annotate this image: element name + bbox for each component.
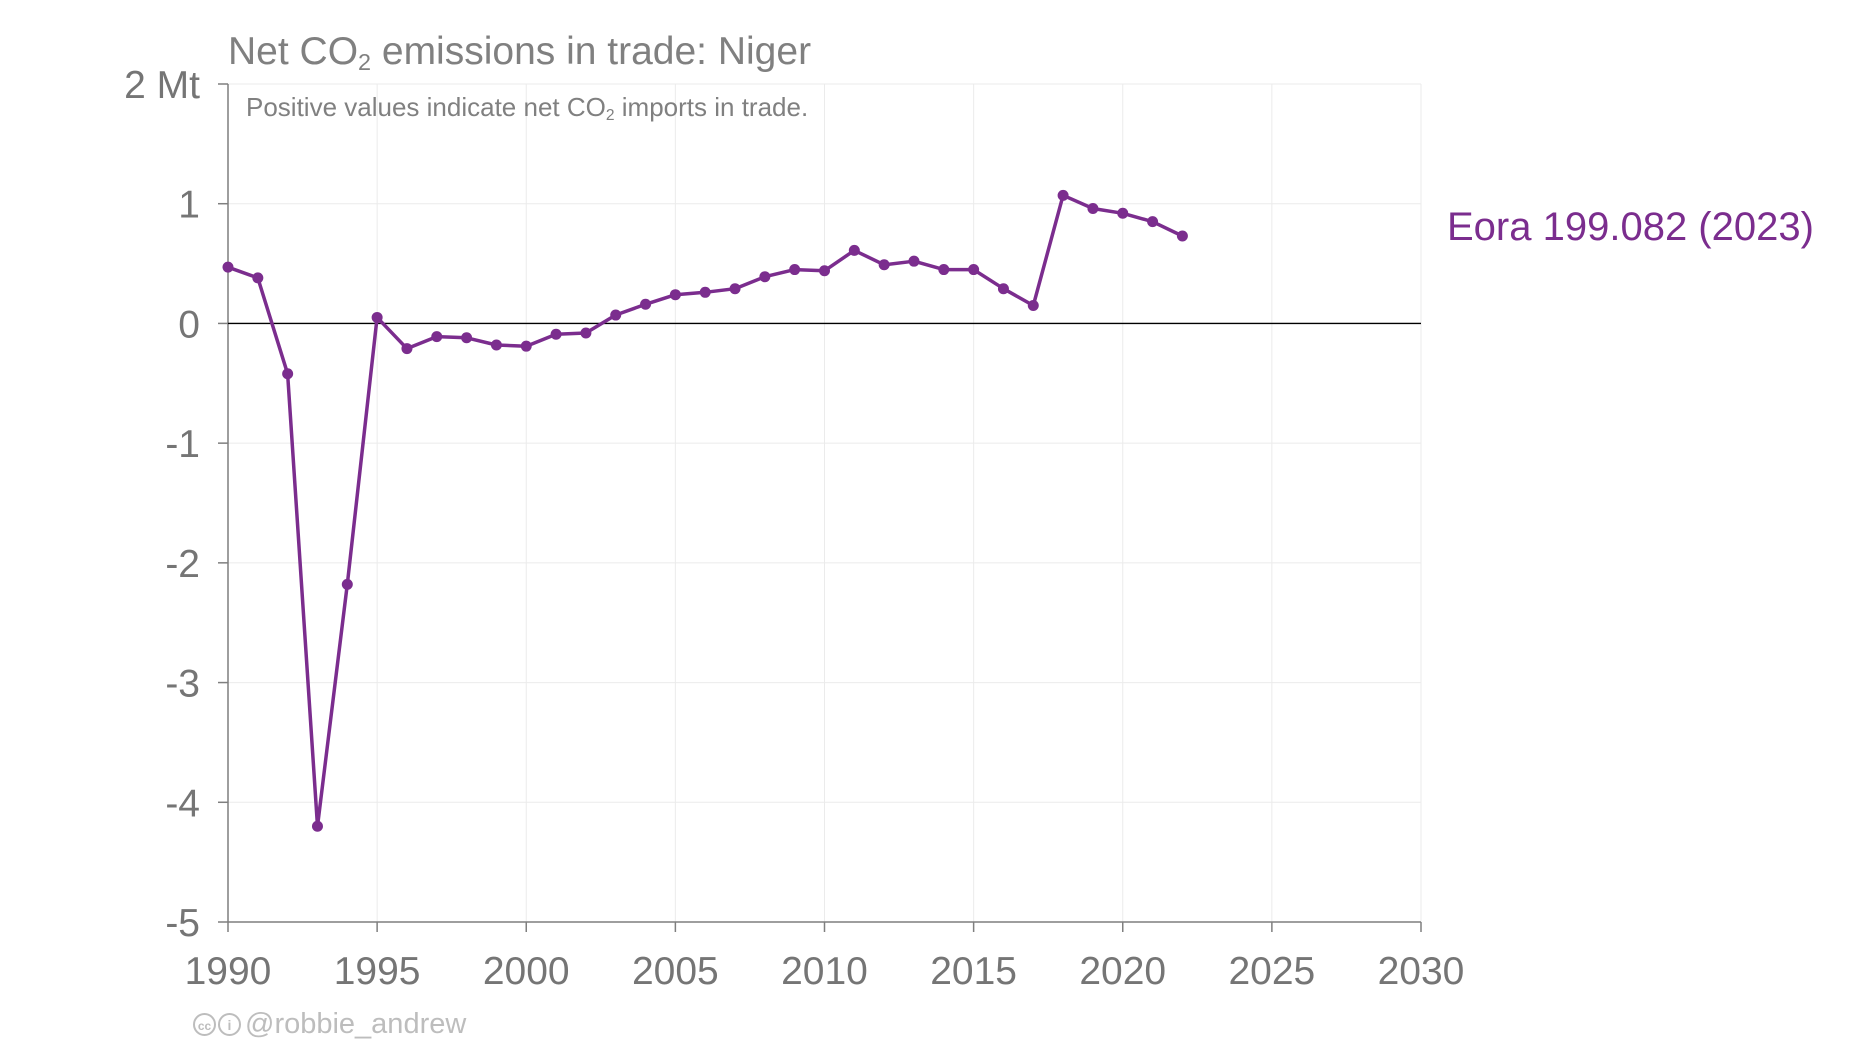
- x-tick-label: 2010: [781, 950, 868, 993]
- data-point: [640, 298, 652, 310]
- tick-labels: 2 Mt 1 0 -1 -2 -3 -4 -5 1990 1995 2000 2005 2010 2015…: [124, 64, 1464, 993]
- data-point: [669, 289, 681, 301]
- x-tick-label: 2000: [483, 950, 570, 993]
- x-tick-label: 2030: [1378, 950, 1465, 993]
- data-point: [341, 578, 353, 590]
- chart-title: Net CO2 emissions in trade: Niger: [228, 30, 812, 75]
- y-tick-label: 0: [178, 303, 200, 346]
- data-point: [222, 261, 234, 273]
- data-point: [401, 343, 413, 355]
- x-tick-label: 2025: [1228, 950, 1315, 993]
- grid-lines: [227, 83, 1422, 923]
- y-tick-label: 2 Mt: [124, 64, 200, 107]
- data-point: [759, 271, 771, 283]
- chart-subtitle: Positive values indicate net CO2 imports…: [246, 92, 809, 124]
- series-layer: [222, 189, 1188, 832]
- data-point: [819, 265, 830, 277]
- data-point: [878, 259, 890, 271]
- credit-handle: @robbie_andrew: [245, 1008, 467, 1040]
- data-point: [848, 244, 860, 256]
- data-point: [1057, 189, 1069, 201]
- data-point: [997, 283, 1009, 295]
- y-tick-label: -1: [165, 423, 200, 466]
- data-point: [1087, 203, 1099, 215]
- data-point: [311, 820, 323, 832]
- data-point: [282, 368, 294, 380]
- data-point: [938, 264, 950, 276]
- creative-commons-icon: cc: [193, 1013, 216, 1036]
- data-point: [968, 264, 980, 276]
- data-point: [1117, 207, 1129, 219]
- data-point: [461, 332, 473, 344]
- data-point: [371, 311, 383, 323]
- x-tick-label: 1990: [185, 950, 272, 993]
- x-tick-label: 1995: [334, 950, 421, 993]
- data-point: [729, 283, 741, 295]
- axes: [218, 83, 1422, 932]
- data-point: [580, 327, 592, 339]
- x-tick-label: 2005: [632, 950, 719, 993]
- data-point: [550, 328, 562, 340]
- x-tick-label: 2015: [930, 950, 1017, 993]
- data-point: [610, 309, 622, 321]
- y-tick-label: 1: [178, 184, 200, 227]
- data-point: [789, 264, 801, 276]
- data-point: [1147, 216, 1159, 228]
- data-point: [1176, 230, 1188, 242]
- y-tick-label: -4: [165, 782, 200, 825]
- data-point: [520, 340, 532, 352]
- credit: cc i @robbie_andrew: [193, 1008, 466, 1041]
- series-label-eora: Eora 199.082 (2023): [1447, 205, 1814, 249]
- data-point: [699, 286, 711, 298]
- y-tick-label: -5: [165, 902, 200, 945]
- data-point: [908, 255, 920, 267]
- data-point: [1027, 299, 1039, 311]
- data-point: [431, 331, 443, 343]
- y-tick-label: -3: [165, 663, 200, 706]
- y-tick-label: -2: [165, 543, 200, 586]
- attribution-icon: i: [218, 1013, 241, 1036]
- data-point: [490, 339, 502, 351]
- data-point: [252, 272, 264, 284]
- x-tick-label: 2020: [1079, 950, 1166, 993]
